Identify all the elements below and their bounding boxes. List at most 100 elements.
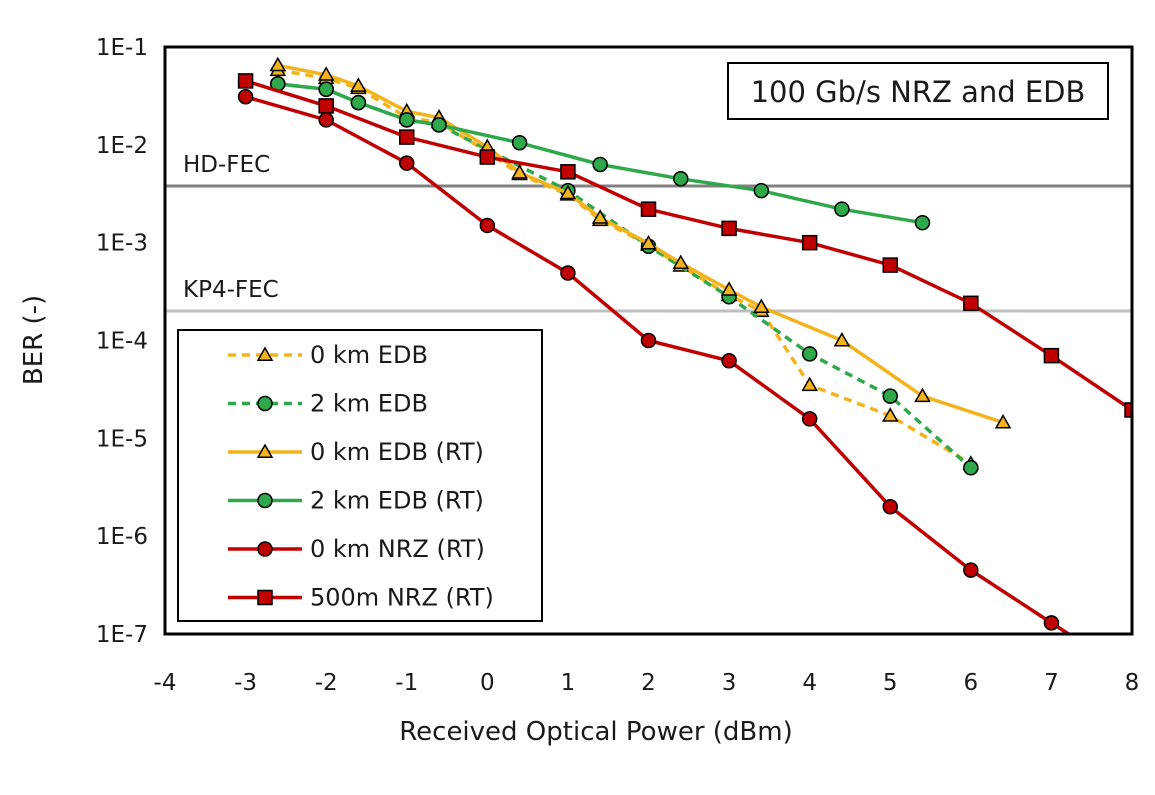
legend-label: 0 km NRZ (RT) <box>310 535 485 563</box>
hd-fec-label: HD-FEC <box>183 152 270 178</box>
data-point-0-km-edb-rt <box>350 77 367 92</box>
data-point-0-km-edb-rt <box>559 184 577 200</box>
data-point-0-km-edb-rt <box>994 414 1012 429</box>
data-point-0-km-edb-rt <box>317 66 335 81</box>
data-point-0-km-nrz-rt <box>801 411 818 427</box>
data-point-0-km-edb-rt <box>720 281 738 296</box>
legend-item-2-km-edb-rt: 2 km EDB (RT) <box>228 487 484 515</box>
legend-label: 2 km EDB (RT) <box>310 487 484 515</box>
legend-marker <box>257 541 273 557</box>
data-point-500m-nrz-rt <box>1124 402 1132 418</box>
data-point-0-km-nrz-rt <box>640 332 657 349</box>
x-tick-label: -2 <box>315 670 338 696</box>
data-point-500m-nrz-rt <box>801 234 818 251</box>
legend-marker <box>257 589 273 606</box>
y-axis-title: BER (-) <box>19 295 49 385</box>
legend-item-500m-nrz-rt: 500m NRZ (RT) <box>228 584 494 612</box>
legend-frame <box>177 329 543 622</box>
data-point-0-km-nrz-rt <box>882 498 898 515</box>
y-tick-label: 1E-5 <box>96 426 148 452</box>
data-point-2-km-edb-rt <box>350 94 367 111</box>
data-point-0-km-nrz-rt <box>479 217 496 234</box>
y-tick-label: 1E-2 <box>96 133 148 159</box>
series-500m-nrz-rt <box>237 73 1132 418</box>
data-point-500m-nrz-rt <box>963 295 979 312</box>
data-point-0-km-edb-rt <box>753 298 770 313</box>
data-point-2-km-edb-rt <box>431 117 447 133</box>
y-tick-label: 1E-4 <box>96 329 148 355</box>
data-point-2-km-edb-rt <box>318 81 334 97</box>
data-point-0-km-edb-rt <box>640 235 657 250</box>
legend-marker <box>257 395 273 412</box>
data-point-2-km-edb <box>882 388 898 404</box>
data-point-0-km-edb-rt <box>833 331 851 347</box>
plot-area-frame <box>163 45 1134 636</box>
data-point-500m-nrz-rt <box>237 73 254 89</box>
x-tick-label: 3 <box>722 670 737 696</box>
data-point-500m-nrz-rt <box>721 220 737 237</box>
data-point-0-km-edb <box>881 407 899 422</box>
data-point-2-km-edb-rt <box>753 182 770 199</box>
legend-item-0-km-edb: 0 km EDB <box>228 341 428 369</box>
y-tick-label: 1E-3 <box>96 231 148 257</box>
legend-marker <box>257 492 273 509</box>
x-tick-label: -1 <box>395 670 418 696</box>
data-point-0-km-edb-rt <box>914 387 931 403</box>
data-point-0-km-edb-rt <box>672 254 690 269</box>
x-tick-label: -3 <box>234 670 257 696</box>
chart-title: 100 Gb/s NRZ and EDB <box>751 75 1086 109</box>
data-point-500m-nrz-rt <box>640 201 657 217</box>
kp4-fec-label: KP4-FEC <box>183 277 279 303</box>
series-line-0-km-edb-rt <box>277 63 1004 425</box>
legend-marker <box>256 346 274 361</box>
data-point-0-km-edb-rt <box>591 209 609 224</box>
data-point-0-km-nrz-rt <box>237 89 254 105</box>
x-tick-label: 8 <box>1125 670 1140 696</box>
y-tick-label: 1E-1 <box>96 35 148 61</box>
data-point-0-km-nrz-rt <box>721 353 737 369</box>
reference-lines: HD-FEC KP4-FEC <box>165 152 1132 313</box>
y-tick-label: 1E-6 <box>96 524 148 550</box>
data-point-500m-nrz-rt <box>882 257 898 273</box>
legend: 0 km EDB 2 km EDB 0 km EDB (RT) 2 km EDB (R… <box>177 329 543 622</box>
legend-label: 500m NRZ (RT) <box>310 584 494 612</box>
legend-item-0-km-nrz-rt: 0 km NRZ (RT) <box>228 535 485 563</box>
data-point-500m-nrz-rt <box>560 164 576 180</box>
data-point-0-km-nrz-rt <box>963 562 979 578</box>
chart-title-box: 100 Gb/s NRZ and EDB <box>727 62 1109 120</box>
legend-label: 0 km EDB (RT) <box>310 438 484 466</box>
x-tick-label: 6 <box>964 670 979 696</box>
x-tick-label: 7 <box>1044 670 1059 696</box>
x-axis: -4 -3 -2 -1 0 1 2 3 4 5 6 7 8 <box>154 670 1140 696</box>
data-point-2-km-edb-rt <box>672 171 689 187</box>
data-point-0-km-nrz-rt <box>1043 615 1060 631</box>
data-point-2-km-edb-rt <box>914 214 931 231</box>
data-point-0-km-nrz-rt <box>560 265 576 281</box>
data-point-500m-nrz-rt <box>1043 347 1060 364</box>
legend-label: 0 km EDB <box>310 341 428 369</box>
x-axis-title: Received Optical Power (dBm) <box>399 717 793 747</box>
x-tick-label: 4 <box>802 670 817 696</box>
data-point-2-km-edb <box>963 460 979 476</box>
legend-marker <box>256 443 274 458</box>
legend-item-2-km-edb: 2 km EDB <box>228 390 428 418</box>
data-point-500m-nrz-rt <box>318 98 334 114</box>
data-point-0-km-nrz-rt <box>318 112 334 128</box>
data-point-500m-nrz-rt <box>399 129 415 145</box>
data-point-500m-nrz-rt <box>479 149 496 165</box>
y-tick-label: 1E-7 <box>96 622 148 648</box>
data-point-2-km-edb-rt <box>592 156 608 173</box>
x-tick-label: 2 <box>641 670 656 696</box>
y-axis: 1E-1 1E-2 1E-3 1E-4 1E-5 1E-6 1E-7 <box>96 35 148 648</box>
data-point-0-km-edb-rt <box>511 164 528 179</box>
data-point-2-km-edb-rt <box>511 135 528 151</box>
series-layer <box>237 56 1132 634</box>
data-point-0-km-edb <box>801 376 818 392</box>
data-point-0-km-nrz-rt <box>399 155 415 171</box>
series-line-0-km-nrz-rt <box>245 95 1072 634</box>
data-point-0-km-edb-rt <box>269 56 287 72</box>
x-tick-label: -4 <box>154 670 177 696</box>
x-tick-label: 0 <box>480 670 495 696</box>
legend-item-0-km-edb-rt: 0 km EDB (RT) <box>228 438 484 466</box>
